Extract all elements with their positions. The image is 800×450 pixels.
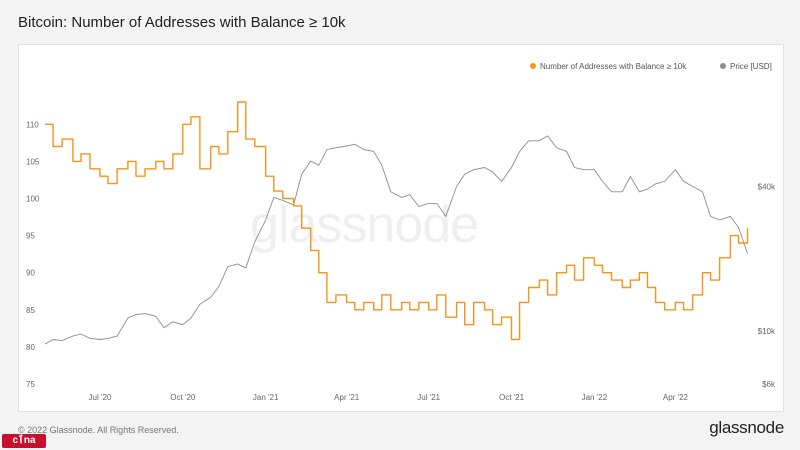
left-axis-tick: 100 [26, 194, 40, 203]
chart-panel [18, 44, 784, 412]
left-axis-tick: 105 [26, 157, 40, 166]
x-axis-tick: Jan '22 [582, 393, 608, 402]
left-axis-tick: 95 [26, 232, 35, 241]
x-axis: Jul '20 Oct '20 Jan '21 Apr '21 Jul '21 Oct '… [89, 393, 689, 402]
x-axis-tick: Oct '21 [499, 393, 525, 402]
x-axis-tick: Apr '22 [663, 393, 689, 402]
x-axis-tick: Jul '21 [417, 393, 440, 402]
left-axis-tick: 110 [26, 120, 39, 129]
chart-title: Bitcoin: Number of Addresses with Balanc… [18, 14, 346, 31]
left-axis: 75 80 85 90 95 100 105 110 [26, 120, 40, 389]
legend-label-price[interactable]: Price [USD] [730, 62, 772, 71]
x-axis-tick: Jan '21 [253, 393, 279, 402]
right-axis: $6k $10k $40k [758, 182, 776, 389]
copyright-footer: © 2022 Glassnode. All Rights Reserved. [18, 425, 179, 435]
addresses-series-line [45, 101, 749, 341]
left-axis-tick: 80 [26, 343, 35, 352]
right-axis-tick: $10k [758, 327, 776, 336]
legend-label-addresses[interactable]: Number of Addresses with Balance ≥ 10k [540, 62, 687, 71]
right-axis-tick: $6k [762, 380, 776, 389]
right-axis-tick: $40k [758, 182, 776, 191]
left-axis-tick: 90 [26, 269, 35, 278]
legend-swatch-addresses[interactable] [530, 63, 536, 69]
left-axis-tick: 75 [26, 380, 35, 389]
x-axis-tick: Apr '21 [334, 393, 360, 402]
price-series-line [44, 135, 748, 345]
x-axis-tick: Oct '20 [170, 393, 196, 402]
watermark: glassnode [250, 196, 479, 254]
legend-swatch-price[interactable] [720, 63, 726, 69]
glassnode-logo[interactable]: glassnode [709, 418, 784, 437]
legend: Number of Addresses with Balance ≥ 10k P… [530, 62, 772, 71]
x-axis-tick: Jul '20 [89, 393, 112, 402]
left-axis-tick: 85 [26, 306, 35, 315]
publisher-stamp: cٱna [2, 434, 46, 448]
